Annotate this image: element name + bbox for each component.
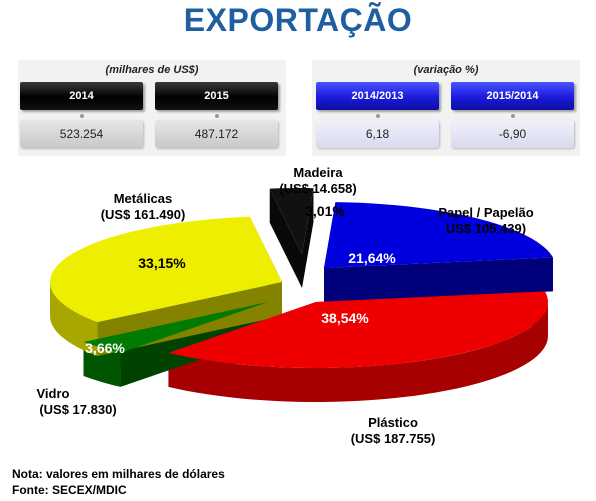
page-title: EXPORTAÇÃO (183, 2, 413, 38)
note-text: Nota: valores em milhares de dólares (12, 467, 225, 481)
pie-slice-wall (269, 188, 302, 288)
pie-slice-side (50, 282, 98, 357)
variation-2014-2013-value: 6,18 (316, 120, 439, 148)
slice-percent-label: 33,15% (138, 255, 186, 271)
slice-percent-label: 3,01% (305, 203, 345, 219)
variation-2014-2013-header: 2014/2013 (316, 82, 439, 110)
pie-slice-met-licas (50, 216, 282, 323)
connector-dot (80, 114, 84, 118)
slice-category-label: Plástico (368, 415, 418, 430)
slice-percent-label: 21,64% (348, 250, 396, 266)
slice-value-label: (US$ 14.658) (279, 181, 356, 196)
connector-dot (511, 114, 515, 118)
slice-category-label: Metálicas (114, 191, 173, 206)
slice-value-label: (US$ 187.755) (351, 431, 436, 446)
pie-slice-side (168, 302, 548, 402)
variation-caption: (variação %) (413, 64, 479, 76)
slice-value-label: US$ 105.439) (446, 221, 526, 236)
slice-category-label: Madeira (293, 165, 343, 180)
value-2015: 487.172 (155, 120, 278, 148)
slice-percent-label: 3,66% (85, 340, 125, 356)
variation-2015-2014-value: -6,90 (451, 120, 574, 148)
values-caption: (milhares de US$) (105, 64, 199, 76)
variation-2015-2014-header: 2015/2014 (451, 82, 574, 110)
value-2014: 523.254 (20, 120, 143, 148)
pie-slice-wall (302, 188, 314, 288)
slice-category-label: Vidro (37, 386, 70, 401)
pie-slice-madeira (269, 188, 314, 254)
slice-percent-label: 38,54% (321, 310, 369, 326)
pie-slice-wall (324, 257, 553, 302)
year-2015-header: 2015 (155, 82, 278, 110)
connector-dot (376, 114, 380, 118)
year-2014-header: 2014 (20, 82, 143, 110)
slice-value-label: (US$ 17.830) (39, 402, 116, 417)
pie-slice-papel-papel-o (324, 202, 553, 268)
connector-dot (215, 114, 219, 118)
slice-value-label: (US$ 161.490) (101, 207, 186, 222)
pie-slice-vidro (83, 302, 269, 353)
pie-slice-pl-stico (168, 291, 548, 368)
slice-category-label: Papel / Papelão (438, 205, 533, 220)
source-text: Fonte: SECEX/MDIC (12, 483, 127, 497)
